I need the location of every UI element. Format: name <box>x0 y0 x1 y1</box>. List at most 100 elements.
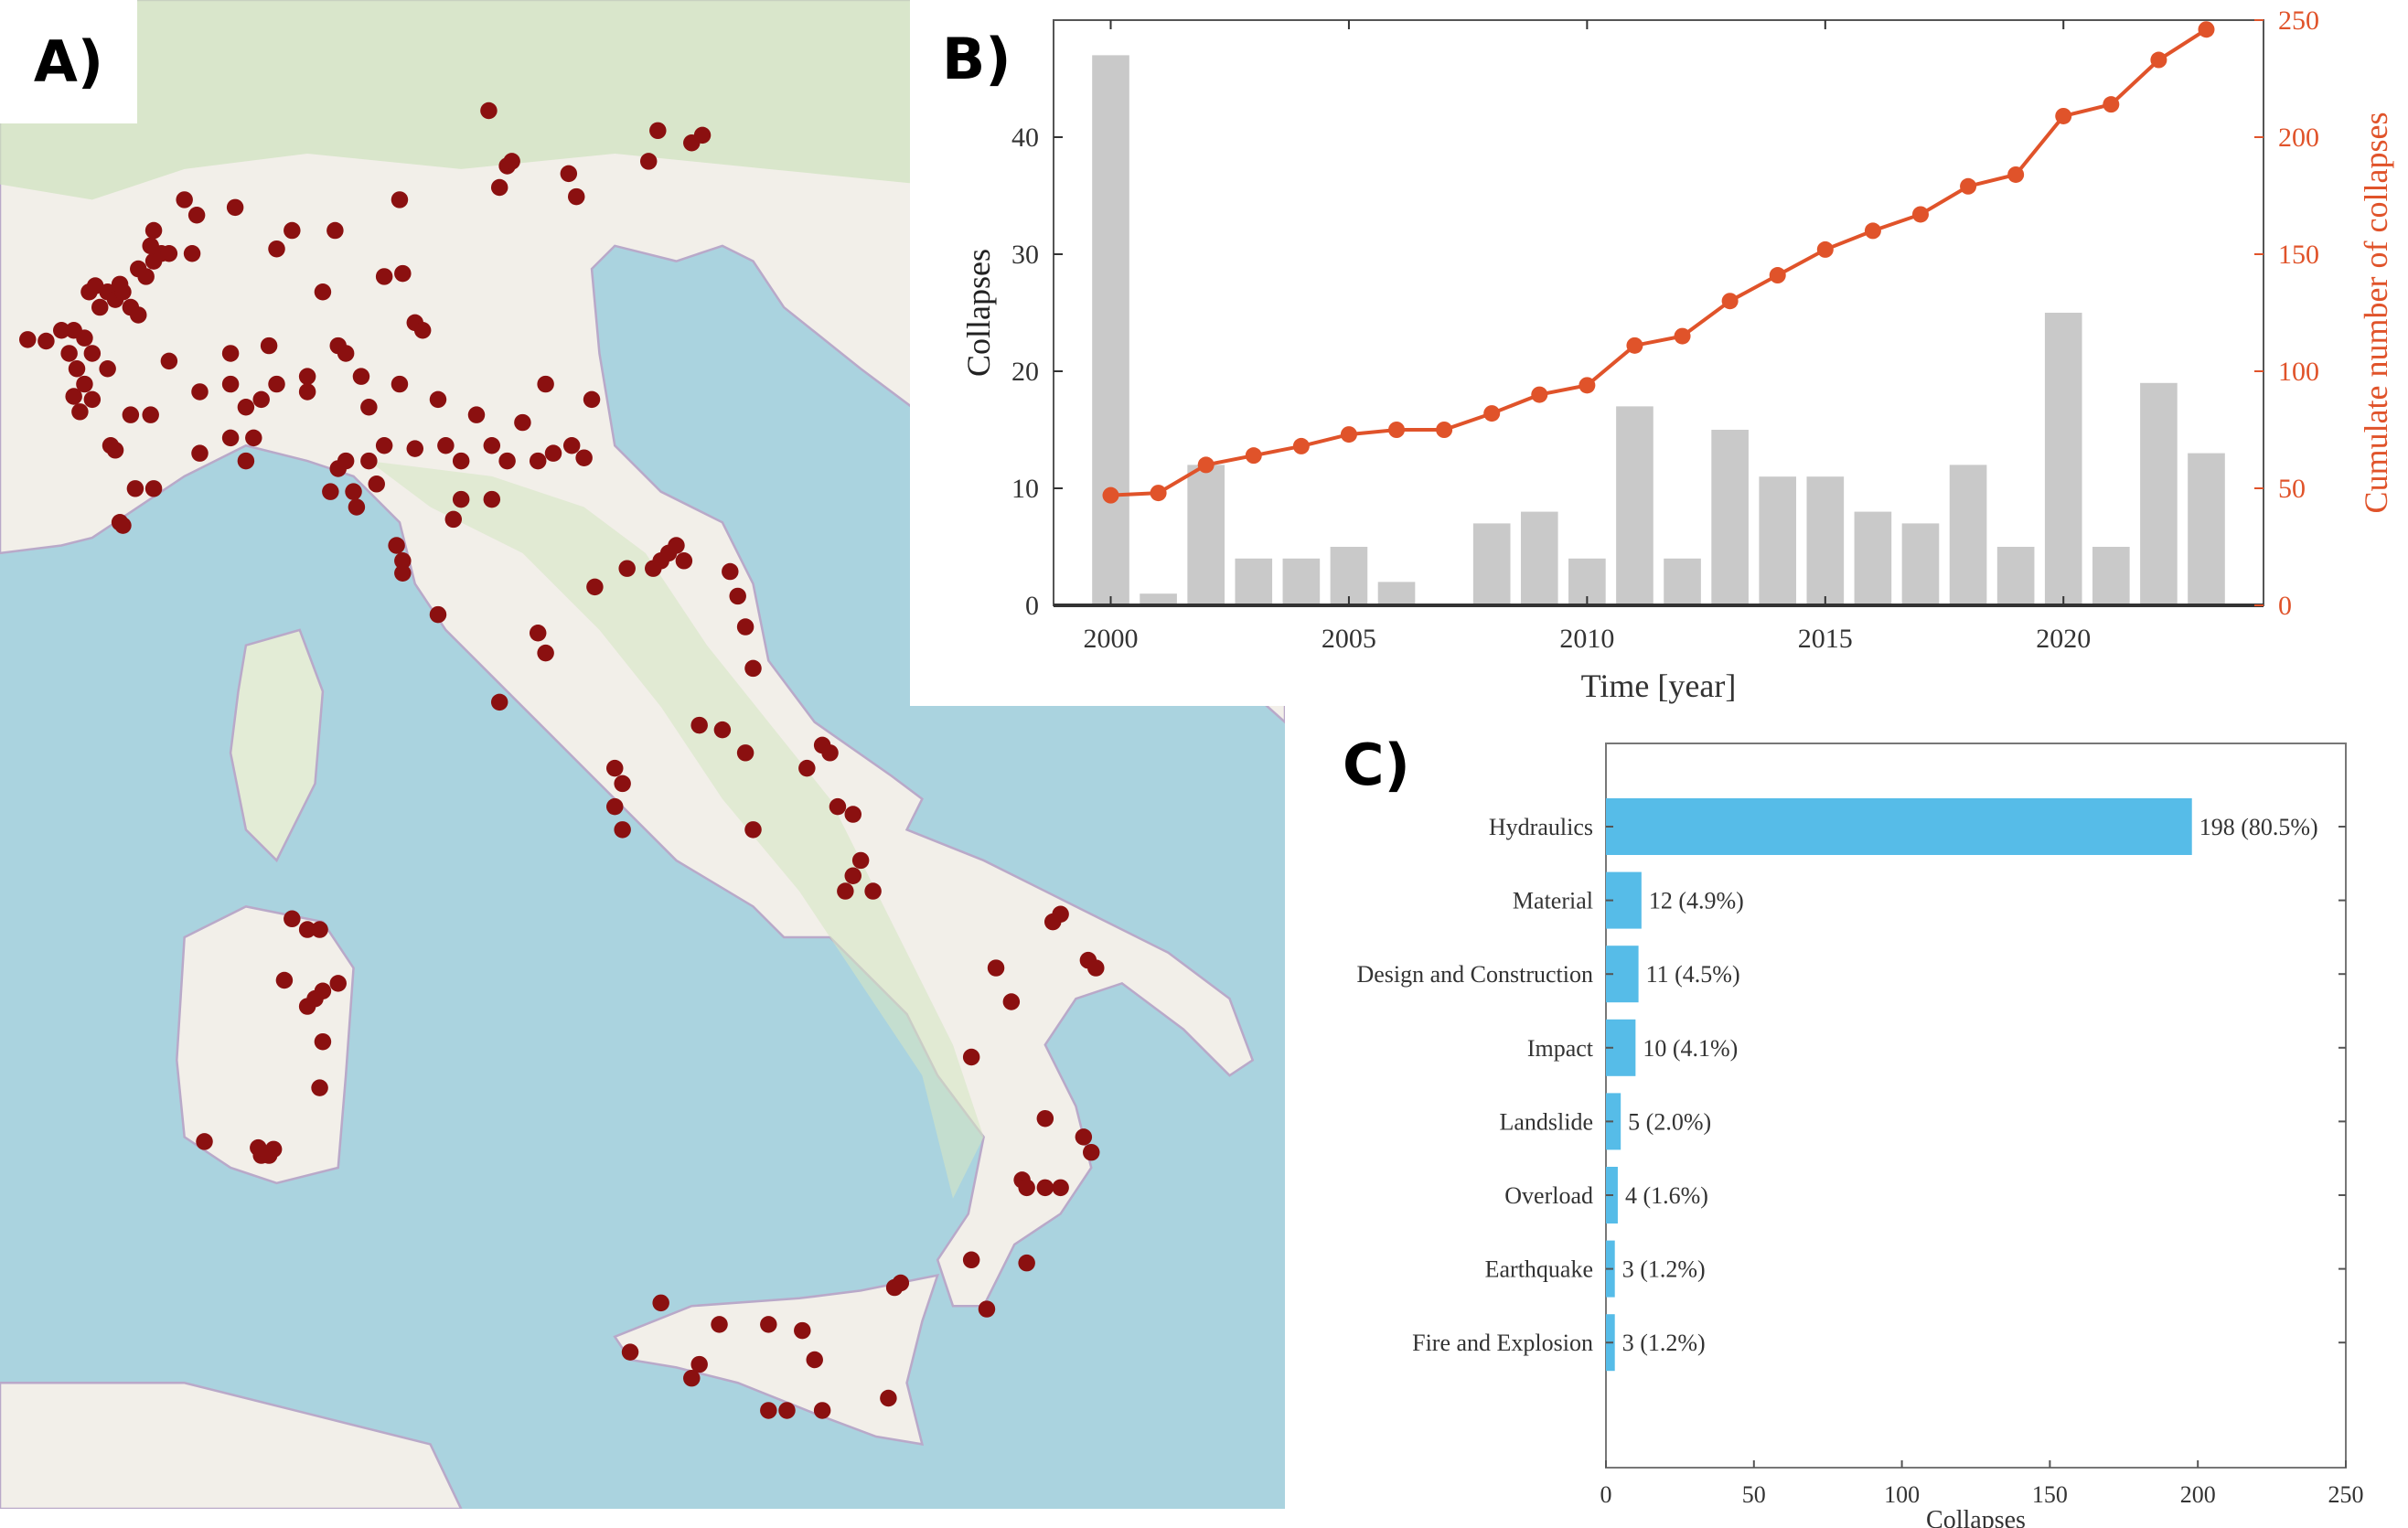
y-axis-title-right-b: Cumulate number of collapses <box>2358 112 2394 514</box>
data-label: 198 (80.5%) <box>2199 814 2318 840</box>
collapse-marker <box>191 444 209 462</box>
collapse-marker <box>237 452 255 470</box>
sicily <box>613 1273 940 1446</box>
category-label: Fire and Explosion <box>1412 1330 1593 1356</box>
collapse-marker <box>744 821 762 839</box>
collapse-marker <box>480 102 498 120</box>
collapse-marker <box>1043 913 1062 931</box>
collapse-marker <box>250 1138 267 1157</box>
collapse-marker <box>311 1079 328 1096</box>
collapse-marker <box>892 1274 910 1292</box>
collapse-marker <box>1002 993 1021 1010</box>
cumulative-point-2022 <box>2150 51 2167 69</box>
collapse-marker <box>1036 1179 1054 1197</box>
collapse-marker <box>298 368 316 385</box>
collapse-marker <box>298 383 316 401</box>
collapse-marker <box>668 537 685 554</box>
x-tick-label-b: 2005 <box>1322 624 1376 654</box>
collapse-marker <box>329 460 347 477</box>
collapse-marker <box>71 403 89 421</box>
collapse-marker <box>880 1389 897 1407</box>
data-label: 4 (1.6%) <box>1625 1182 1708 1209</box>
collapse-marker <box>813 1402 831 1419</box>
collapse-marker <box>778 1402 796 1419</box>
collapse-marker <box>348 498 366 516</box>
collapse-marker <box>713 721 732 739</box>
collapse-marker <box>483 437 501 454</box>
collapse-marker <box>639 153 658 170</box>
cumulative-point-2000 <box>1102 486 1119 504</box>
collapse-marker <box>1018 1179 1035 1197</box>
collapse-marker <box>1018 1254 1035 1272</box>
collapse-marker <box>221 429 240 447</box>
collapse-marker <box>183 244 201 262</box>
collapse-marker <box>606 759 624 777</box>
collapse-marker <box>394 264 412 283</box>
bar-collapses-2000 <box>1092 55 1129 605</box>
collapse-marker <box>675 552 693 570</box>
collapse-marker <box>652 1294 669 1312</box>
collapse-marker <box>544 444 562 462</box>
cumulative-point-2020 <box>2055 107 2072 124</box>
bar-collapses-2002 <box>1187 465 1225 605</box>
collapse-marker <box>618 560 636 577</box>
bar-collapses-2022 <box>2140 382 2178 605</box>
bar-collapses-2009 <box>1520 511 1558 605</box>
collapse-marker <box>394 564 412 582</box>
collapse-marker <box>614 821 631 839</box>
collapse-marker <box>560 165 578 183</box>
collapse-marker <box>537 375 554 393</box>
data-label: 3 (1.2%) <box>1622 1256 1706 1283</box>
collapse-marker <box>314 982 332 999</box>
data-label: 5 (2.0%) <box>1628 1108 1711 1135</box>
collapse-marker <box>498 452 516 470</box>
bar-collapses-2013 <box>1711 430 1749 605</box>
category-label: Impact <box>1527 1035 1594 1062</box>
y-tick-label-left-b: 20 <box>1011 357 1039 387</box>
x-axis-title-c: Collapses <box>1926 1506 2026 1528</box>
category-label: Overload <box>1504 1182 1593 1209</box>
collapse-marker <box>575 449 593 466</box>
collapse-marker <box>284 910 301 928</box>
x-axis-title-b: Time [year] <box>1581 668 1737 704</box>
collapse-marker <box>429 605 447 624</box>
chart-b-collapses-per-year: 2000 2005 2010 2015 2020 0 10 20 30 40 0 50 100 150 20… <box>960 5 2394 704</box>
collapse-marker <box>760 1316 777 1333</box>
collapse-marker <box>314 283 332 301</box>
panel-label-c: C) <box>1343 732 1410 798</box>
plot-area-c <box>1605 743 2347 1469</box>
cumulative-point-2001 <box>1150 485 1167 502</box>
x-tick-label-c: 150 <box>2032 1481 2068 1508</box>
category-label: Hydraulics <box>1489 814 1593 840</box>
x-tick-label-c: 50 <box>1742 1481 1766 1508</box>
tunisia <box>0 1381 463 1509</box>
collapse-marker <box>452 490 470 508</box>
bar-collapses-2001 <box>1140 593 1177 605</box>
cumulative-point-2012 <box>1674 327 1691 345</box>
chart-c-collapse-causes: Hydraulics 198 (80.5%) Material 12 (4.9%) De… <box>1356 743 2364 1528</box>
cumulative-point-2018 <box>1960 177 1977 195</box>
bar-collapses-2006 <box>1377 582 1416 605</box>
collapse-marker <box>160 352 178 370</box>
y-tick-label-left-b: 30 <box>1011 240 1039 270</box>
collapse-marker <box>284 221 301 240</box>
cumulative-point-2017 <box>1911 206 1929 223</box>
collapse-marker <box>514 413 531 432</box>
collapse-marker <box>794 1321 811 1340</box>
y-tick-label-right-b: 150 <box>2278 240 2319 270</box>
collapse-marker <box>562 437 581 454</box>
collapse-marker <box>142 406 159 423</box>
cumulative-point-2015 <box>1816 240 1834 258</box>
collapse-marker <box>736 618 755 636</box>
cumulative-point-2013 <box>1721 293 1739 310</box>
bar-hydraulics <box>1606 798 2192 855</box>
collapse-marker <box>337 345 355 362</box>
collapse-marker <box>91 298 109 316</box>
collapse-marker <box>490 178 508 197</box>
collapse-marker <box>187 206 206 224</box>
collapse-marker <box>144 221 163 240</box>
collapse-marker <box>83 390 102 409</box>
cumulative-point-2003 <box>1245 447 1262 465</box>
collapse-marker <box>851 851 870 870</box>
